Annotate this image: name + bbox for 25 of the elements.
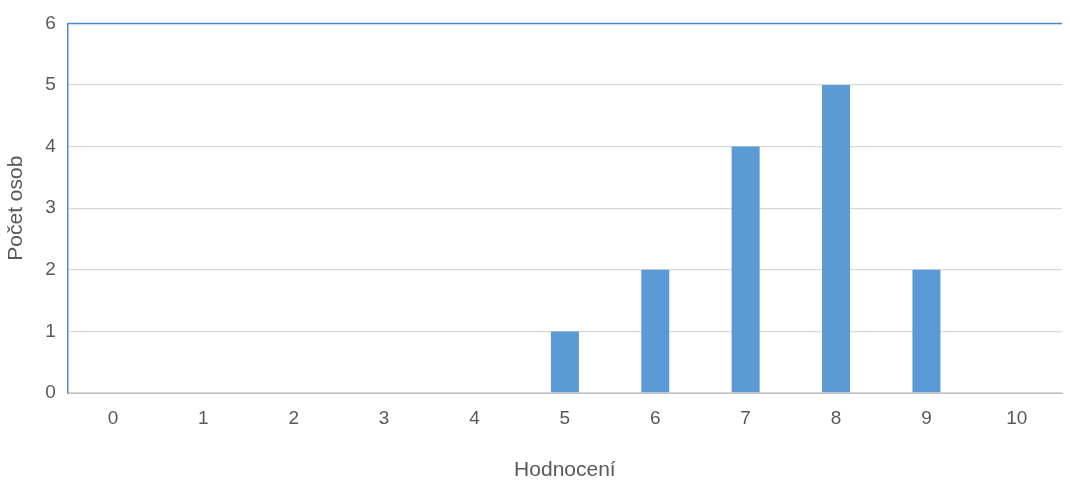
x-tick-label: 9 — [921, 406, 932, 428]
x-tick-label: 1 — [198, 406, 209, 428]
x-tick-label: 8 — [830, 406, 842, 428]
x-tick-label: 5 — [559, 406, 571, 428]
bar — [912, 269, 941, 393]
x-tick-label: 0 — [107, 406, 119, 428]
y-tick-label: 2 — [45, 258, 56, 280]
x-tick-label: 7 — [740, 406, 751, 428]
y-tick-label: 1 — [45, 319, 56, 341]
x-tick-label: 6 — [649, 406, 661, 428]
y-tick-label: 3 — [45, 196, 56, 218]
bar — [731, 146, 760, 393]
bar — [550, 331, 579, 393]
y-tick-label: 4 — [45, 134, 57, 156]
x-tick-label: 3 — [378, 406, 390, 428]
y-tick-label: 5 — [45, 73, 56, 95]
x-axis-title: Hodnocení — [514, 457, 616, 481]
y-axis-title: Počet osob — [3, 155, 27, 261]
bar — [822, 85, 851, 393]
x-tick-label: 2 — [288, 406, 300, 428]
bar — [641, 269, 670, 393]
y-tick-label: 6 — [45, 11, 56, 33]
x-tick-label: 4 — [469, 406, 481, 428]
y-tick-label: 0 — [45, 381, 56, 403]
x-tick-label: 10 — [1006, 406, 1028, 428]
